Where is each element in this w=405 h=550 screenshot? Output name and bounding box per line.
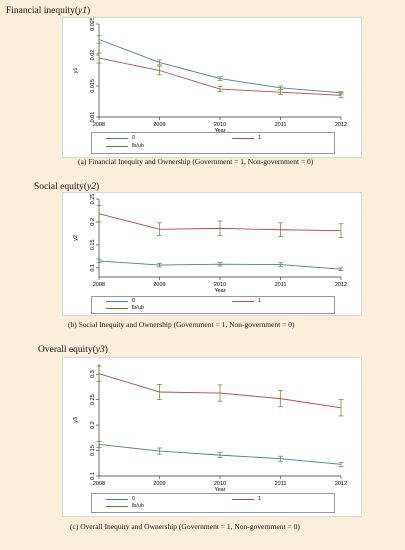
series-line-0 — [98, 39, 342, 94]
y-tick-label: 0.015 — [90, 79, 96, 93]
legend-swatch-1 — [232, 498, 254, 500]
chart-2-legend: 0 1 lb/ub — [91, 296, 335, 314]
chart-2-svg: 0.1 0.15 0.2 0.25 y2 2008 2009 2010 2011 2012 Year — [73, 194, 347, 293]
legend-label-1: 1 — [258, 135, 262, 141]
legend-swatch-0 — [106, 137, 128, 139]
legend-label-1: 1 — [258, 496, 262, 502]
y-tick-label: 0.01 — [90, 112, 96, 123]
legend-swatch-0 — [106, 300, 128, 302]
x-tick-label: 2011 — [275, 481, 287, 487]
x-tick-label: 2012 — [335, 122, 347, 128]
y-tick-label: 0.25 — [90, 194, 96, 205]
chart-1-svg: 0.01 0.015 0.02 0.025 y1 2008 2009 2010 2011 2012… — [73, 18, 347, 133]
legend-label-0: 0 — [132, 298, 136, 304]
x-tick-label: 2012 — [335, 481, 347, 487]
x-tick-label: 2012 — [335, 282, 347, 288]
chart-1-panel: 0.01 0.015 0.02 0.025 y1 2008 2009 2010 2011 2012… — [62, 17, 362, 158]
legend-swatch-1 — [232, 300, 254, 302]
legend-swatch-0 — [106, 498, 128, 500]
legend-label-ci: lb/ub — [132, 143, 144, 149]
chart-3-title: Overall equity(y3) — [38, 345, 108, 355]
y-axis-label: y1 — [73, 68, 79, 74]
legend-label-ci: lb/ub — [132, 503, 144, 509]
chart-1-caption: (a) Financial Inequity and Ownership (Go… — [78, 157, 314, 166]
y-axis-label: y3 — [73, 417, 79, 423]
x-tick-label: 2010 — [214, 481, 226, 487]
x-tick-label: 2008 — [93, 122, 105, 128]
y-tick-label: 0.3 — [90, 370, 96, 378]
chart-3-svg: 0.1 0.15 0.2 0.25 0.3 y3 2008 2009 2010 2011 2012 Y… — [73, 364, 347, 492]
y-tick-label: 0.15 — [90, 445, 96, 456]
x-tick-label: 2010 — [214, 282, 226, 288]
x-tick-label: 2011 — [275, 282, 287, 288]
x-axis-label: Year — [214, 487, 225, 492]
chart-1-legend: 0 1 lb/ub — [91, 132, 335, 154]
x-tick-label: 2009 — [153, 481, 165, 487]
x-tick-label: 2010 — [214, 122, 226, 128]
chart-2-title: Social equity(y2) — [34, 182, 100, 192]
legend-label-1: 1 — [258, 298, 262, 304]
x-axis-label: Year — [214, 128, 225, 133]
legend-label-ci: lb/ub — [132, 305, 144, 311]
x-tick-label: 2009 — [153, 122, 165, 128]
legend-label-0: 0 — [132, 135, 136, 141]
x-tick-label: 2008 — [93, 481, 105, 487]
y-tick-label: 0.2 — [90, 421, 96, 429]
x-axis-label: Year — [214, 288, 225, 293]
x-tick-label: 2009 — [153, 282, 165, 288]
chart-3-legend: 0 1 lb/ub — [91, 493, 335, 513]
legend-swatch-1 — [232, 137, 254, 139]
legend-swatch-ci — [106, 505, 128, 507]
x-tick-label: 2011 — [275, 122, 287, 128]
legend-swatch-ci — [106, 307, 128, 309]
y-axis-label: y2 — [73, 235, 79, 241]
legend-swatch-ci — [106, 145, 128, 147]
y-tick-label: 0.1 — [90, 472, 96, 480]
y-tick-label: 0.1 — [90, 264, 96, 272]
y-tick-label: 0.02 — [90, 50, 96, 61]
y-tick-label: 0.025 — [90, 18, 96, 31]
x-tick-label: 2008 — [93, 282, 105, 288]
chart-3-caption: (c) Overall Inequity and Ownership (Gove… — [70, 522, 300, 531]
y-tick-label: 0.2 — [90, 218, 96, 226]
y-tick-label: 0.25 — [90, 394, 96, 405]
y-tick-label: 0.15 — [90, 240, 96, 251]
chart-2-caption: (b) Social Inequity and Ownership (Gover… — [68, 320, 295, 329]
chart-2-panel: 0.1 0.15 0.2 0.25 y2 2008 2009 2010 2011 2012 Year… — [62, 192, 362, 316]
chart-3-panel: 0.1 0.15 0.2 0.25 0.3 y3 2008 2009 2010 2011 2012 Y… — [62, 357, 362, 517]
legend-label-0: 0 — [132, 496, 136, 502]
chart-1-title: Financial inequity(y1) — [6, 6, 91, 16]
